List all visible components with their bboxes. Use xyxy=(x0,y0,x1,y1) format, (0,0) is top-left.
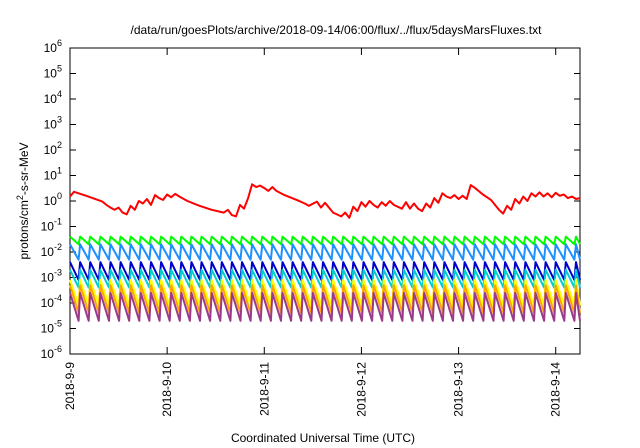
series-line-4 xyxy=(69,268,581,289)
series-line-3 xyxy=(69,261,581,281)
y-axis-title: protons/cm2-s-sr-MeV xyxy=(15,142,31,259)
series-line-2 xyxy=(69,243,581,261)
series-line-6 xyxy=(69,284,581,315)
y-tick-label: 104 xyxy=(44,89,62,106)
y-axis-title-suffix: -s-sr-MeV xyxy=(17,142,31,195)
y-tick-label: 101 xyxy=(44,166,62,183)
plot-area: 10-6 10-5 10-4 10-3 10-2 10-1 100 101 102 103 104 1… xyxy=(41,38,581,417)
y-tick-label: 10-6 xyxy=(41,344,62,361)
y-tick-label: 102 xyxy=(44,140,62,157)
y-tick-label: 10-1 xyxy=(41,217,62,234)
series-line-1 xyxy=(69,235,581,246)
y-tick-label: 10-3 xyxy=(41,268,62,285)
x-tick-label: 2018-9-9 xyxy=(63,362,77,410)
y-tick-label: 100 xyxy=(44,191,62,208)
y-tick-label: 10-5 xyxy=(41,319,62,336)
y-tick-label: 106 xyxy=(44,38,62,55)
x-tick-label: 2018-9-14 xyxy=(549,362,563,417)
y-tick-label: 10-4 xyxy=(41,293,62,310)
y-tick-label: 103 xyxy=(44,115,62,132)
y-axis-title-text: protons/cm xyxy=(17,200,31,259)
x-tick-label: 2018-9-12 xyxy=(354,362,368,417)
x-axis-title: Coordinated Universal Time (UTC) xyxy=(231,431,415,445)
y-tick-label: 105 xyxy=(44,64,62,81)
series-line-5 xyxy=(69,279,581,307)
x-tick-label: 2018-9-13 xyxy=(452,362,466,417)
y-tick-label: 10-2 xyxy=(41,242,62,259)
series-line-7 xyxy=(69,291,581,322)
series-line-0 xyxy=(69,183,581,219)
chart-title: /data/run/goesPlots/archive/2018-09-14/0… xyxy=(131,23,543,37)
y-axis-title-superscript: 2 xyxy=(15,195,25,200)
x-tick-label: 2018-9-11 xyxy=(257,362,271,416)
x-tick-label: 2018-9-10 xyxy=(160,362,174,417)
